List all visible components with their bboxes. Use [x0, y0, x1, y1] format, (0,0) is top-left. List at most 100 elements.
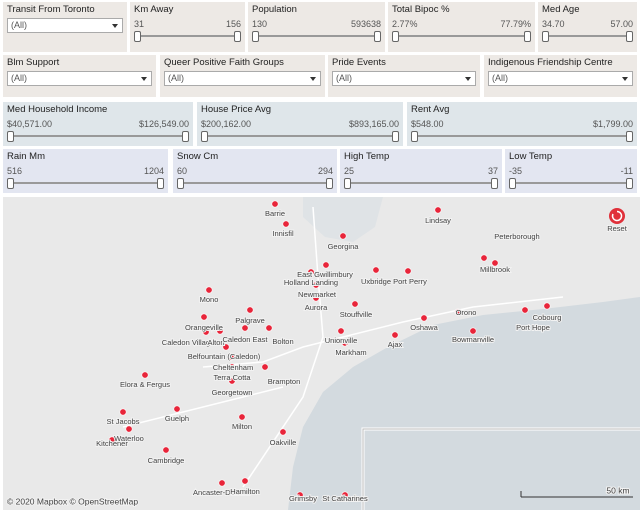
slider-handle[interactable]: [626, 131, 633, 142]
slider-handle[interactable]: [7, 131, 14, 142]
slider-handle[interactable]: [177, 178, 184, 189]
town-dot[interactable]: [241, 324, 249, 332]
town-dot[interactable]: [141, 371, 149, 379]
town-dot[interactable]: [228, 363, 236, 371]
slider: [509, 178, 633, 189]
town-dot[interactable]: [480, 254, 488, 262]
dropdown[interactable]: (All): [332, 71, 476, 86]
range-min: 31: [134, 19, 145, 29]
town-dot[interactable]: [227, 353, 235, 361]
range-max: 37: [487, 166, 498, 176]
filter-panel: Pride Events (All): [328, 55, 480, 97]
slider-handle[interactable]: [509, 178, 516, 189]
town-label: Port Hope: [516, 323, 550, 332]
slider: [542, 31, 633, 42]
town-dot[interactable]: [261, 363, 269, 371]
reset-button[interactable]: [609, 208, 625, 224]
town-dot[interactable]: [337, 327, 345, 335]
town-dot[interactable]: [271, 200, 279, 208]
town-dot[interactable]: [125, 425, 133, 433]
town-label: Cambridge: [148, 456, 185, 465]
filter-panel: Indigenous Friendship Centre (All): [484, 55, 637, 97]
town-dot[interactable]: [216, 327, 224, 335]
town-dot[interactable]: [238, 413, 246, 421]
range-max: $1,799.00: [592, 119, 633, 129]
town-dot[interactable]: [434, 206, 442, 214]
slider-track: [203, 135, 397, 137]
town-dot[interactable]: [322, 261, 330, 269]
town-label: Peterborough: [494, 232, 539, 241]
dropdown[interactable]: (All): [488, 71, 633, 86]
town-dot[interactable]: [404, 267, 412, 275]
town-dot[interactable]: [218, 479, 226, 487]
town-label: Kitchener: [96, 439, 128, 448]
slider-handle[interactable]: [157, 178, 164, 189]
slider-handle[interactable]: [524, 31, 531, 42]
town-dot[interactable]: [200, 313, 208, 321]
town-dot[interactable]: [265, 324, 273, 332]
town-label: Milton: [232, 422, 252, 431]
slider-handle[interactable]: [392, 131, 399, 142]
range-min: 60: [177, 166, 188, 176]
town-dot[interactable]: [282, 220, 290, 228]
dropdown[interactable]: (All): [7, 18, 123, 33]
town-dot[interactable]: [296, 491, 304, 499]
town-dot[interactable]: [307, 268, 315, 276]
town-dot[interactable]: [202, 328, 210, 336]
town-dot[interactable]: [119, 408, 127, 416]
slider-handle[interactable]: [234, 31, 241, 42]
town-dot[interactable]: [391, 331, 399, 339]
town-label: East Gwillimbury: [297, 270, 353, 279]
town-dot[interactable]: [222, 343, 230, 351]
filter-panel: Med Age 34.70 57.00: [538, 2, 637, 52]
town-dot[interactable]: [543, 302, 551, 310]
town-dot[interactable]: [372, 266, 380, 274]
slider-handle[interactable]: [326, 178, 333, 189]
town-dot[interactable]: [521, 306, 529, 314]
slider-handle[interactable]: [344, 178, 351, 189]
town-dot[interactable]: [341, 339, 349, 347]
town-dot[interactable]: [341, 491, 349, 499]
slider-track: [413, 135, 631, 137]
town-dot[interactable]: [351, 300, 359, 308]
range-values: 516 1204: [7, 166, 164, 176]
slider: [177, 178, 333, 189]
town-dot[interactable]: [469, 327, 477, 335]
town-dot[interactable]: [246, 306, 254, 314]
filter-panel: Low Temp -35 -11: [505, 149, 637, 193]
town-dot[interactable]: [491, 259, 499, 267]
town-dot[interactable]: [454, 308, 462, 316]
slider-handle[interactable]: [374, 31, 381, 42]
slider-handle[interactable]: [7, 178, 14, 189]
slider-handle[interactable]: [626, 31, 633, 42]
slider-handle[interactable]: [626, 178, 633, 189]
slider-handle[interactable]: [182, 131, 189, 142]
town-dot[interactable]: [312, 294, 320, 302]
range-max: $126,549.00: [138, 119, 189, 129]
slider-handle[interactable]: [134, 31, 141, 42]
dropdown[interactable]: (All): [164, 71, 321, 86]
town-dot[interactable]: [205, 286, 213, 294]
town-dot[interactable]: [339, 232, 347, 240]
town-dot[interactable]: [162, 446, 170, 454]
town-label: Belfountain (Caledon): [188, 352, 261, 361]
slider-handle[interactable]: [542, 31, 549, 42]
slider-handle[interactable]: [252, 31, 259, 42]
town-dot[interactable]: [279, 428, 287, 436]
slider-handle[interactable]: [491, 178, 498, 189]
dropdown[interactable]: (All): [7, 71, 152, 86]
town-dot[interactable]: [241, 477, 249, 485]
town-dot[interactable]: [312, 281, 320, 289]
town-dot[interactable]: [228, 377, 236, 385]
range-max: 156: [225, 19, 241, 29]
slider-handle[interactable]: [201, 131, 208, 142]
town-dot[interactable]: [420, 314, 428, 322]
slider-handle[interactable]: [392, 31, 399, 42]
slider-handle[interactable]: [411, 131, 418, 142]
slider: [392, 31, 531, 42]
filter-label: Med Household Income: [7, 104, 108, 115]
town-label: Georgetown: [212, 388, 253, 397]
filter-label: Indigenous Friendship Centre: [488, 57, 613, 68]
town-dot[interactable]: [173, 405, 181, 413]
town-dot[interactable]: [108, 436, 116, 444]
